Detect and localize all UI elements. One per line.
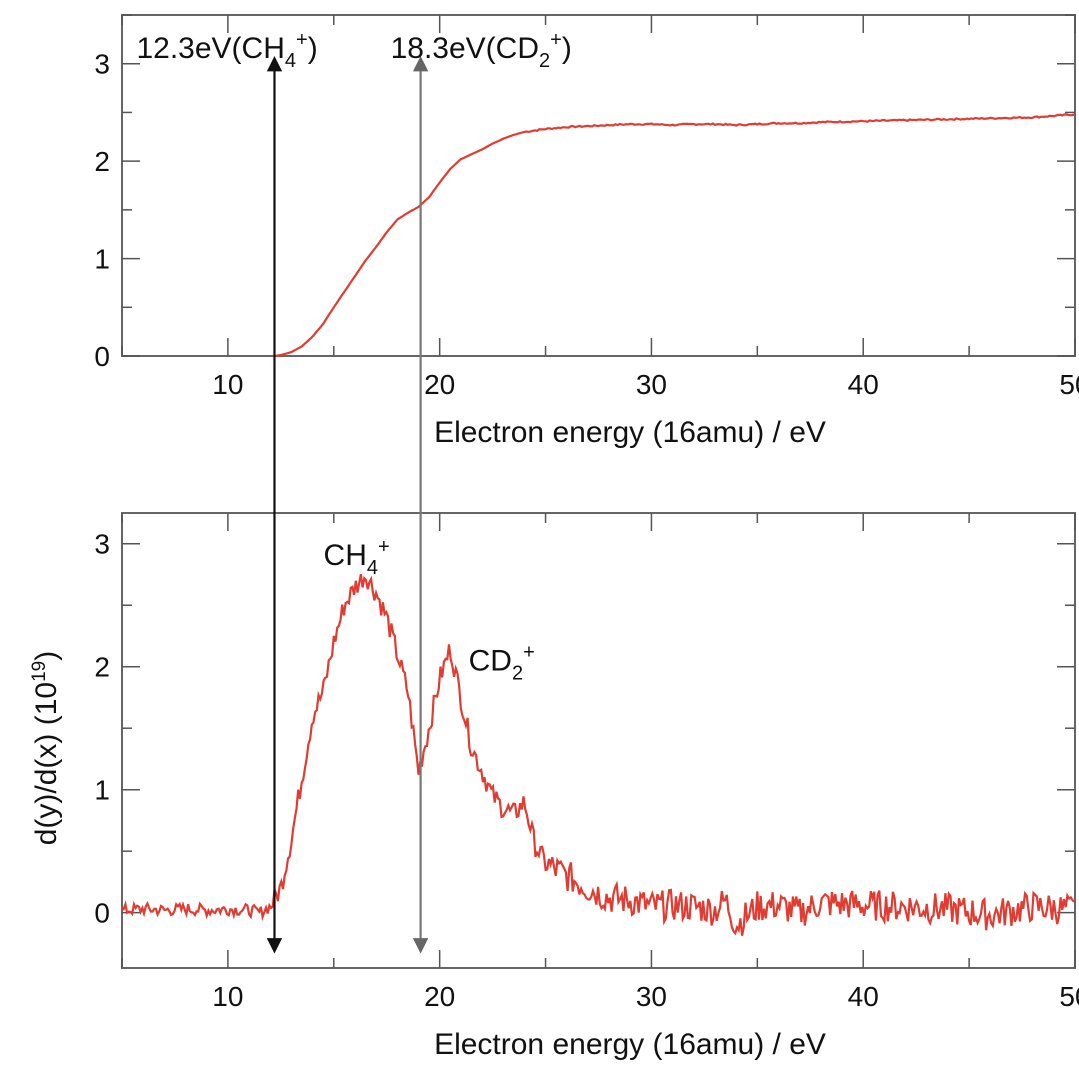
top-x-tick-labels: 10 20 30 40 50 (212, 369, 1079, 400)
top-ion-current-curve (274, 113, 1075, 358)
bottom-plot-frame (121, 512, 1076, 969)
top-x-axis-title: Electron energy (16amu) / eV (434, 416, 826, 449)
x-tick-label: 20 (424, 981, 455, 1012)
top-plot-frame (121, 14, 1076, 357)
top-panel: 10 20 30 40 50 0 1 2 3 Electron energy (16amu) … (94, 14, 1079, 449)
y-tick-label: 0 (94, 898, 110, 929)
y-tick-label: 2 (94, 652, 110, 683)
bottom-x-tick-labels: 10 20 30 40 50 (212, 981, 1079, 1012)
top-y-tick-labels: 0 1 2 3 (94, 49, 110, 372)
y-tick-label: 3 (94, 529, 110, 560)
cd2-threshold-label: 18.3eV(CD2+) (391, 29, 572, 72)
y-tick-label: 2 (94, 146, 110, 177)
ch4-peak-label: CH4+ (324, 536, 390, 579)
bottom-y-tick-labels: 0 1 2 3 (94, 529, 110, 929)
bottom-y-axis-title: d(y)/d(x) (1019) (29, 651, 63, 846)
y-tick-label: 3 (94, 49, 110, 80)
bottom-derivative-curve (121, 573, 1075, 936)
bottom-tick-marks (121, 513, 1076, 968)
top-tick-marks (121, 14, 1076, 357)
x-tick-label: 30 (636, 981, 667, 1012)
y-tick-label: 1 (94, 775, 110, 806)
bottom-x-axis-title: Electron energy (16amu) / eV (434, 1028, 826, 1061)
x-tick-label: 10 (212, 369, 243, 400)
x-tick-label: 40 (848, 981, 879, 1012)
x-tick-label: 50 (1059, 981, 1079, 1012)
x-tick-label: 30 (636, 369, 667, 400)
ch4-threshold-label: 12.3eV(CH4+) (136, 29, 317, 72)
bottom-panel: 10 20 30 40 50 0 1 2 3 Electron energy (16amu) … (29, 512, 1079, 1061)
x-tick-label: 10 (212, 981, 243, 1012)
y-tick-label: 0 (94, 341, 110, 372)
x-tick-label: 50 (1059, 369, 1079, 400)
x-tick-label: 20 (424, 369, 455, 400)
y-tick-label: 1 (94, 244, 110, 275)
cd2-peak-label: CD2+ (469, 642, 535, 685)
x-tick-label: 40 (848, 369, 879, 400)
